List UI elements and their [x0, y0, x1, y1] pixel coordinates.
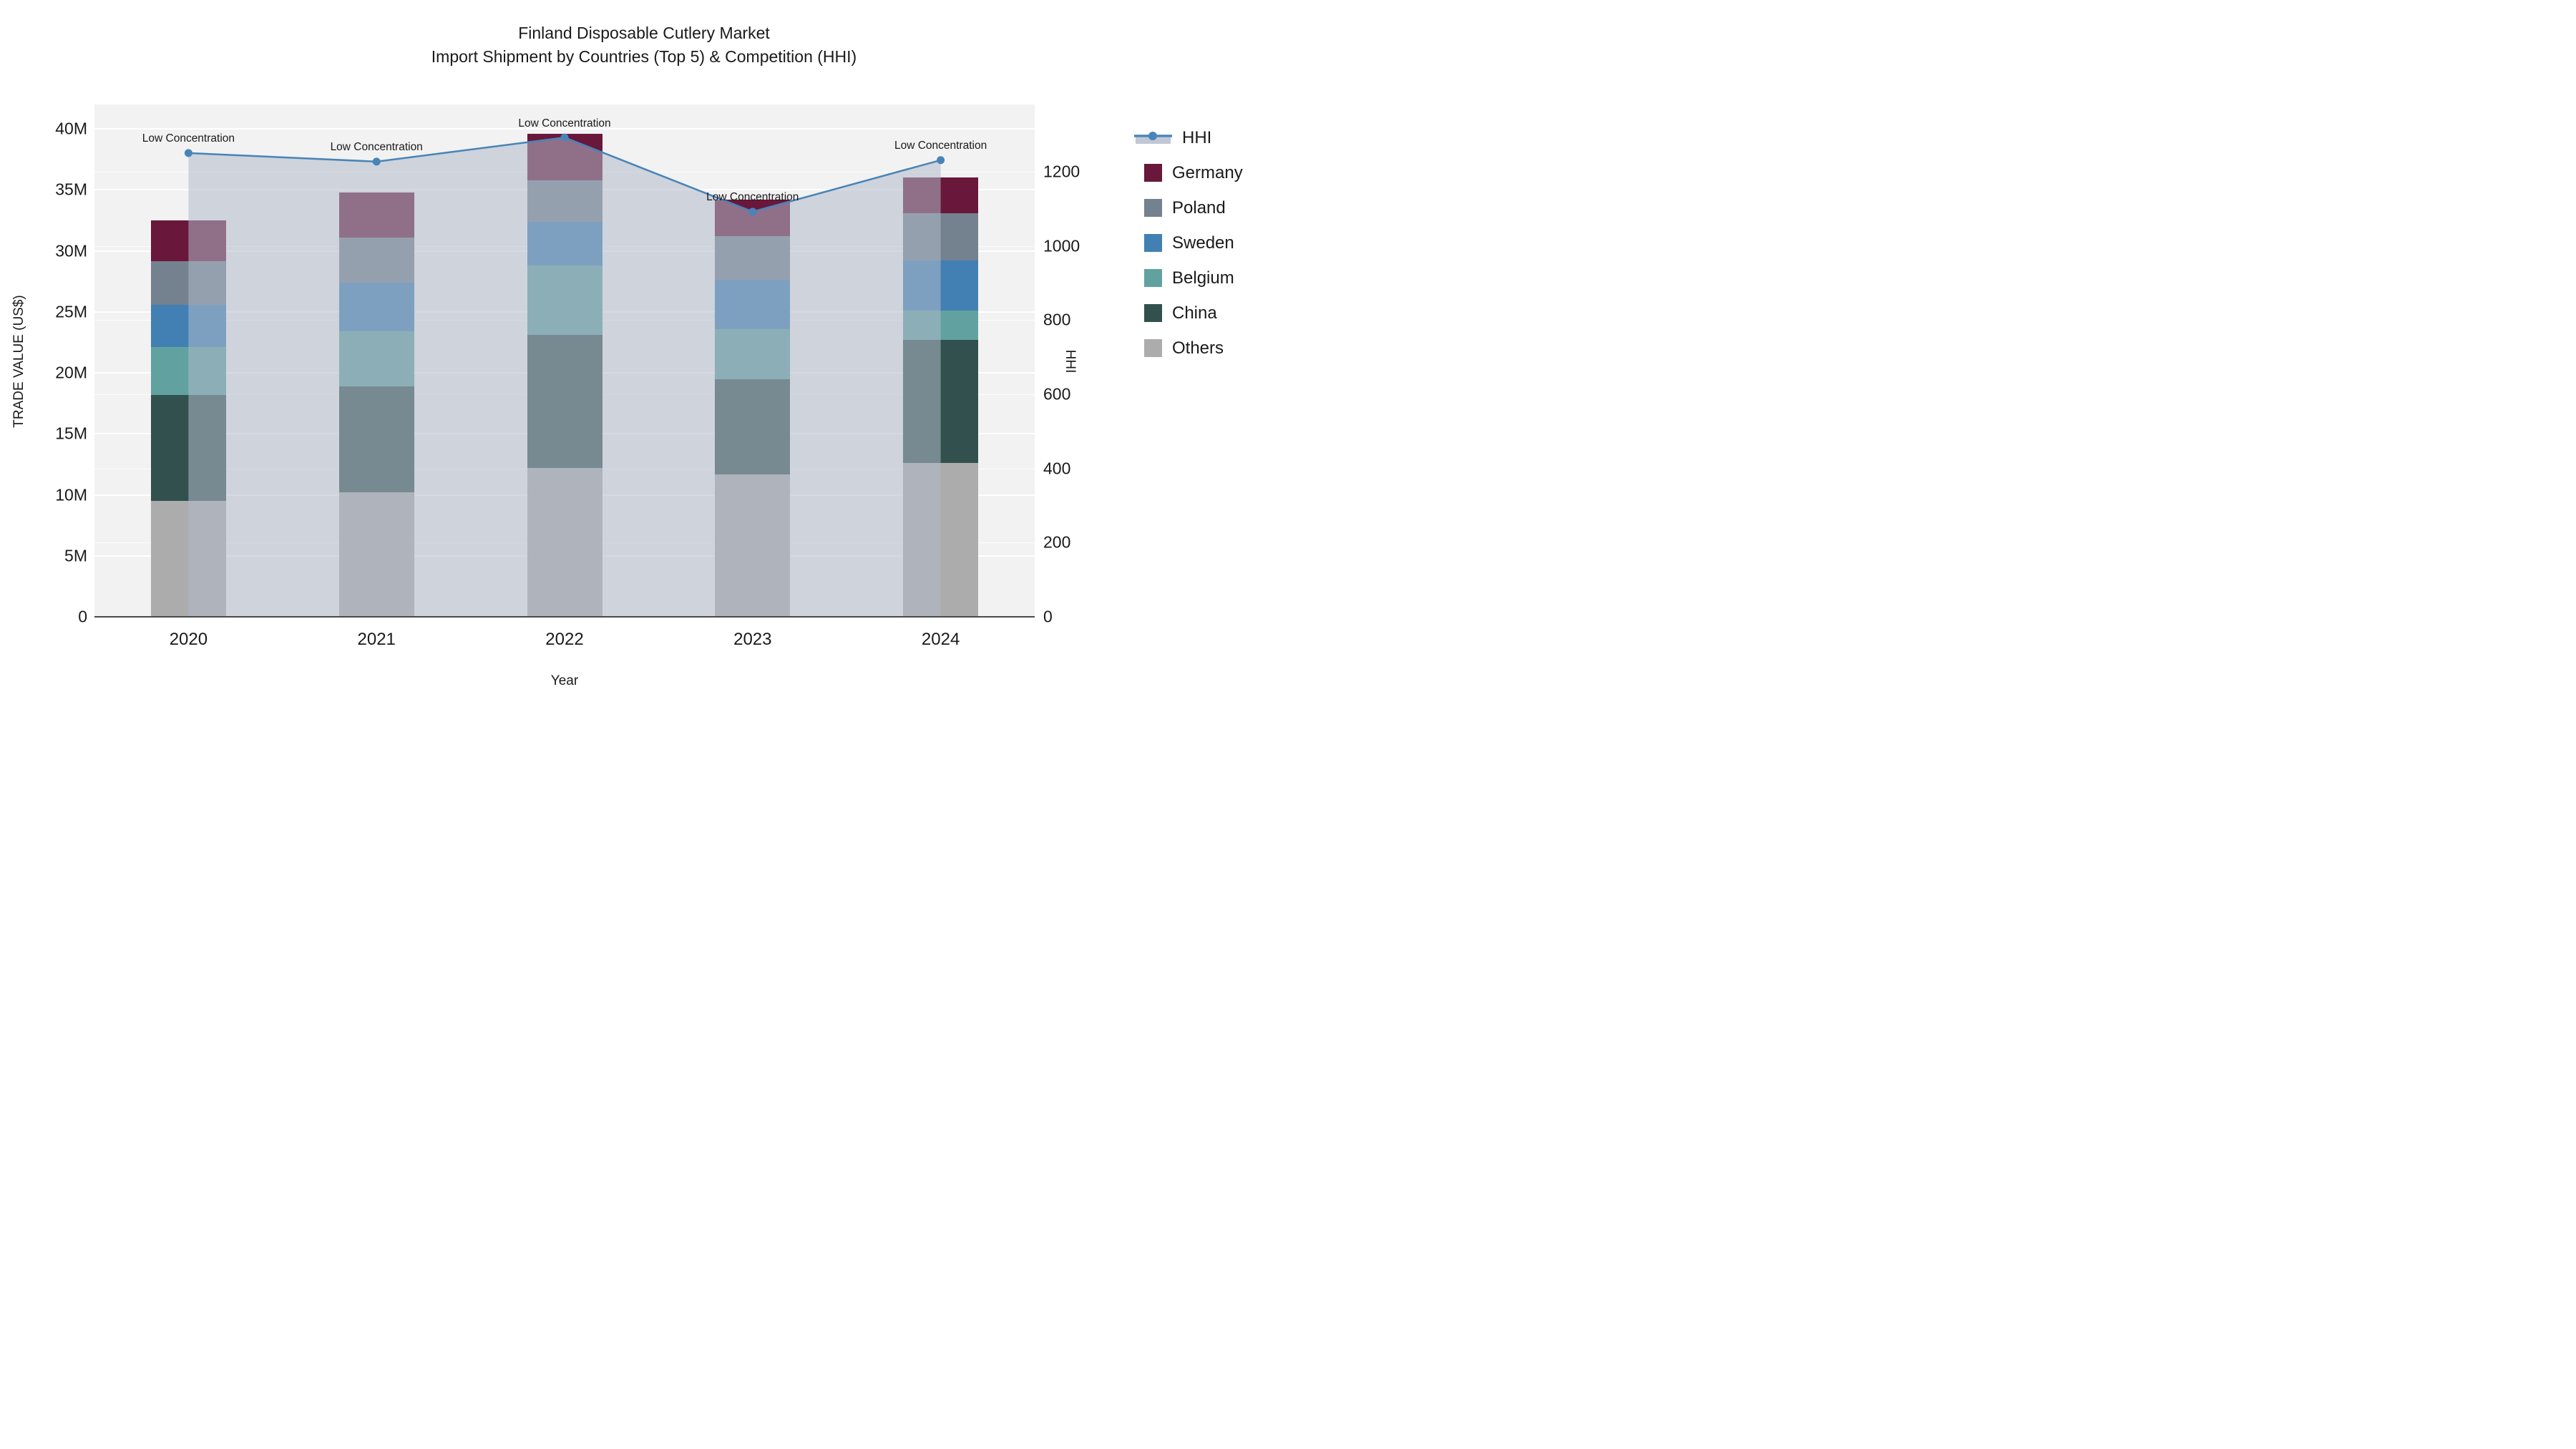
legend-swatch-poland [1144, 199, 1162, 217]
y-axis-right-ticks: 0 200 400 600 800 1000 1200 [1043, 104, 1129, 625]
x-tick-2021: 2021 [357, 630, 396, 649]
hhi-line-overlay [184, 133, 945, 617]
x-tick-2024: 2024 [921, 630, 960, 649]
legend-label-china: China [1172, 303, 1217, 323]
y-left-tick-0: 0 [78, 607, 87, 626]
legend-swatch-china [1144, 304, 1162, 322]
y-axis-right-title: HHI [1063, 349, 1078, 374]
legend-swatch-sweden [1144, 234, 1162, 252]
x-tick-2020: 2020 [169, 630, 208, 649]
legend-item-sweden[interactable]: Sweden [1134, 225, 1243, 260]
legend-label-hhi: HHI [1182, 127, 1212, 147]
legend: HHI Germany Poland Sweden Belgium China Others [1134, 120, 1243, 366]
legend-item-germany[interactable]: Germany [1134, 155, 1243, 190]
legend-swatch-belgium [1144, 269, 1162, 287]
legend-item-others[interactable]: Others [1134, 331, 1243, 366]
legend-label-belgium: Belgium [1172, 268, 1234, 288]
y-left-tick-35M: 35M [55, 180, 87, 199]
y-left-tick-25M: 25M [55, 302, 87, 321]
x-axis-ticks: 2020 2021 2022 2023 2024 [94, 630, 1035, 658]
y-right-tick-600: 600 [1043, 384, 1071, 404]
annotation-2023: Low Concentration [706, 191, 799, 204]
x-axis-title: Year [550, 673, 579, 688]
x-axis-line [94, 616, 1035, 618]
y-left-tick-5M: 5M [64, 546, 87, 565]
x-tick-2023: 2023 [733, 630, 772, 649]
y-left-tick-15M: 15M [55, 424, 87, 443]
y-left-tick-10M: 10M [55, 485, 87, 504]
legend-item-china[interactable]: China [1134, 296, 1243, 331]
legend-label-sweden: Sweden [1172, 233, 1234, 253]
y-left-tick-20M: 20M [55, 363, 87, 382]
legend-label-others: Others [1172, 338, 1224, 358]
legend-label-germany: Germany [1172, 162, 1243, 182]
annotation-2024: Low Concentration [894, 140, 987, 152]
annotation-2022: Low Concentration [518, 117, 611, 130]
hhi-marker-2021[interactable] [372, 157, 381, 166]
y-right-tick-1000: 1000 [1043, 236, 1080, 255]
y-right-tick-400: 400 [1043, 459, 1071, 478]
hhi-legend-line-icon [1134, 129, 1172, 147]
y-right-tick-1200: 1200 [1043, 162, 1080, 181]
plot-area: Low Concentration Low Concentration Low Co… [94, 104, 1035, 618]
annotation-2020: Low Concentration [142, 132, 235, 145]
legend-item-hhi[interactable]: HHI [1134, 120, 1243, 155]
hhi-marker-2023[interactable] [748, 208, 757, 216]
hhi-marker-2024[interactable] [937, 156, 945, 165]
y-axis-left-title: TRADE VALUE (US$) [11, 295, 26, 428]
y-left-tick-40M: 40M [55, 119, 87, 138]
legend-item-belgium[interactable]: Belgium [1134, 260, 1243, 296]
y-right-tick-800: 800 [1043, 310, 1071, 329]
annotation-2021: Low Concentration [330, 141, 423, 154]
x-tick-2022: 2022 [545, 630, 584, 649]
chart-title-line2: Import Shipment by Countries (Top 5) & C… [431, 47, 857, 66]
y-right-tick-200: 200 [1043, 532, 1071, 552]
y-axis-left-ticks: 0 5M 10M 15M 20M 25M 30M 35M 40M [0, 104, 87, 626]
chart-title-line1: Finland Disposable Cutlery Market [518, 24, 770, 42]
legend-item-poland[interactable]: Poland [1134, 190, 1243, 225]
y-right-tick-0: 0 [1043, 607, 1053, 626]
hhi-marker-2022[interactable] [560, 133, 569, 142]
hhi-marker-2020[interactable] [184, 149, 192, 157]
chart-figure: Finland Disposable Cutlery Market Import… [0, 0, 1288, 724]
legend-label-poland: Poland [1172, 197, 1226, 218]
y-left-tick-30M: 30M [55, 241, 87, 260]
gridline-left-40M [94, 128, 1035, 130]
legend-swatch-others [1144, 339, 1162, 357]
hhi-area-fill [188, 137, 941, 617]
legend-swatch-germany [1144, 164, 1162, 182]
